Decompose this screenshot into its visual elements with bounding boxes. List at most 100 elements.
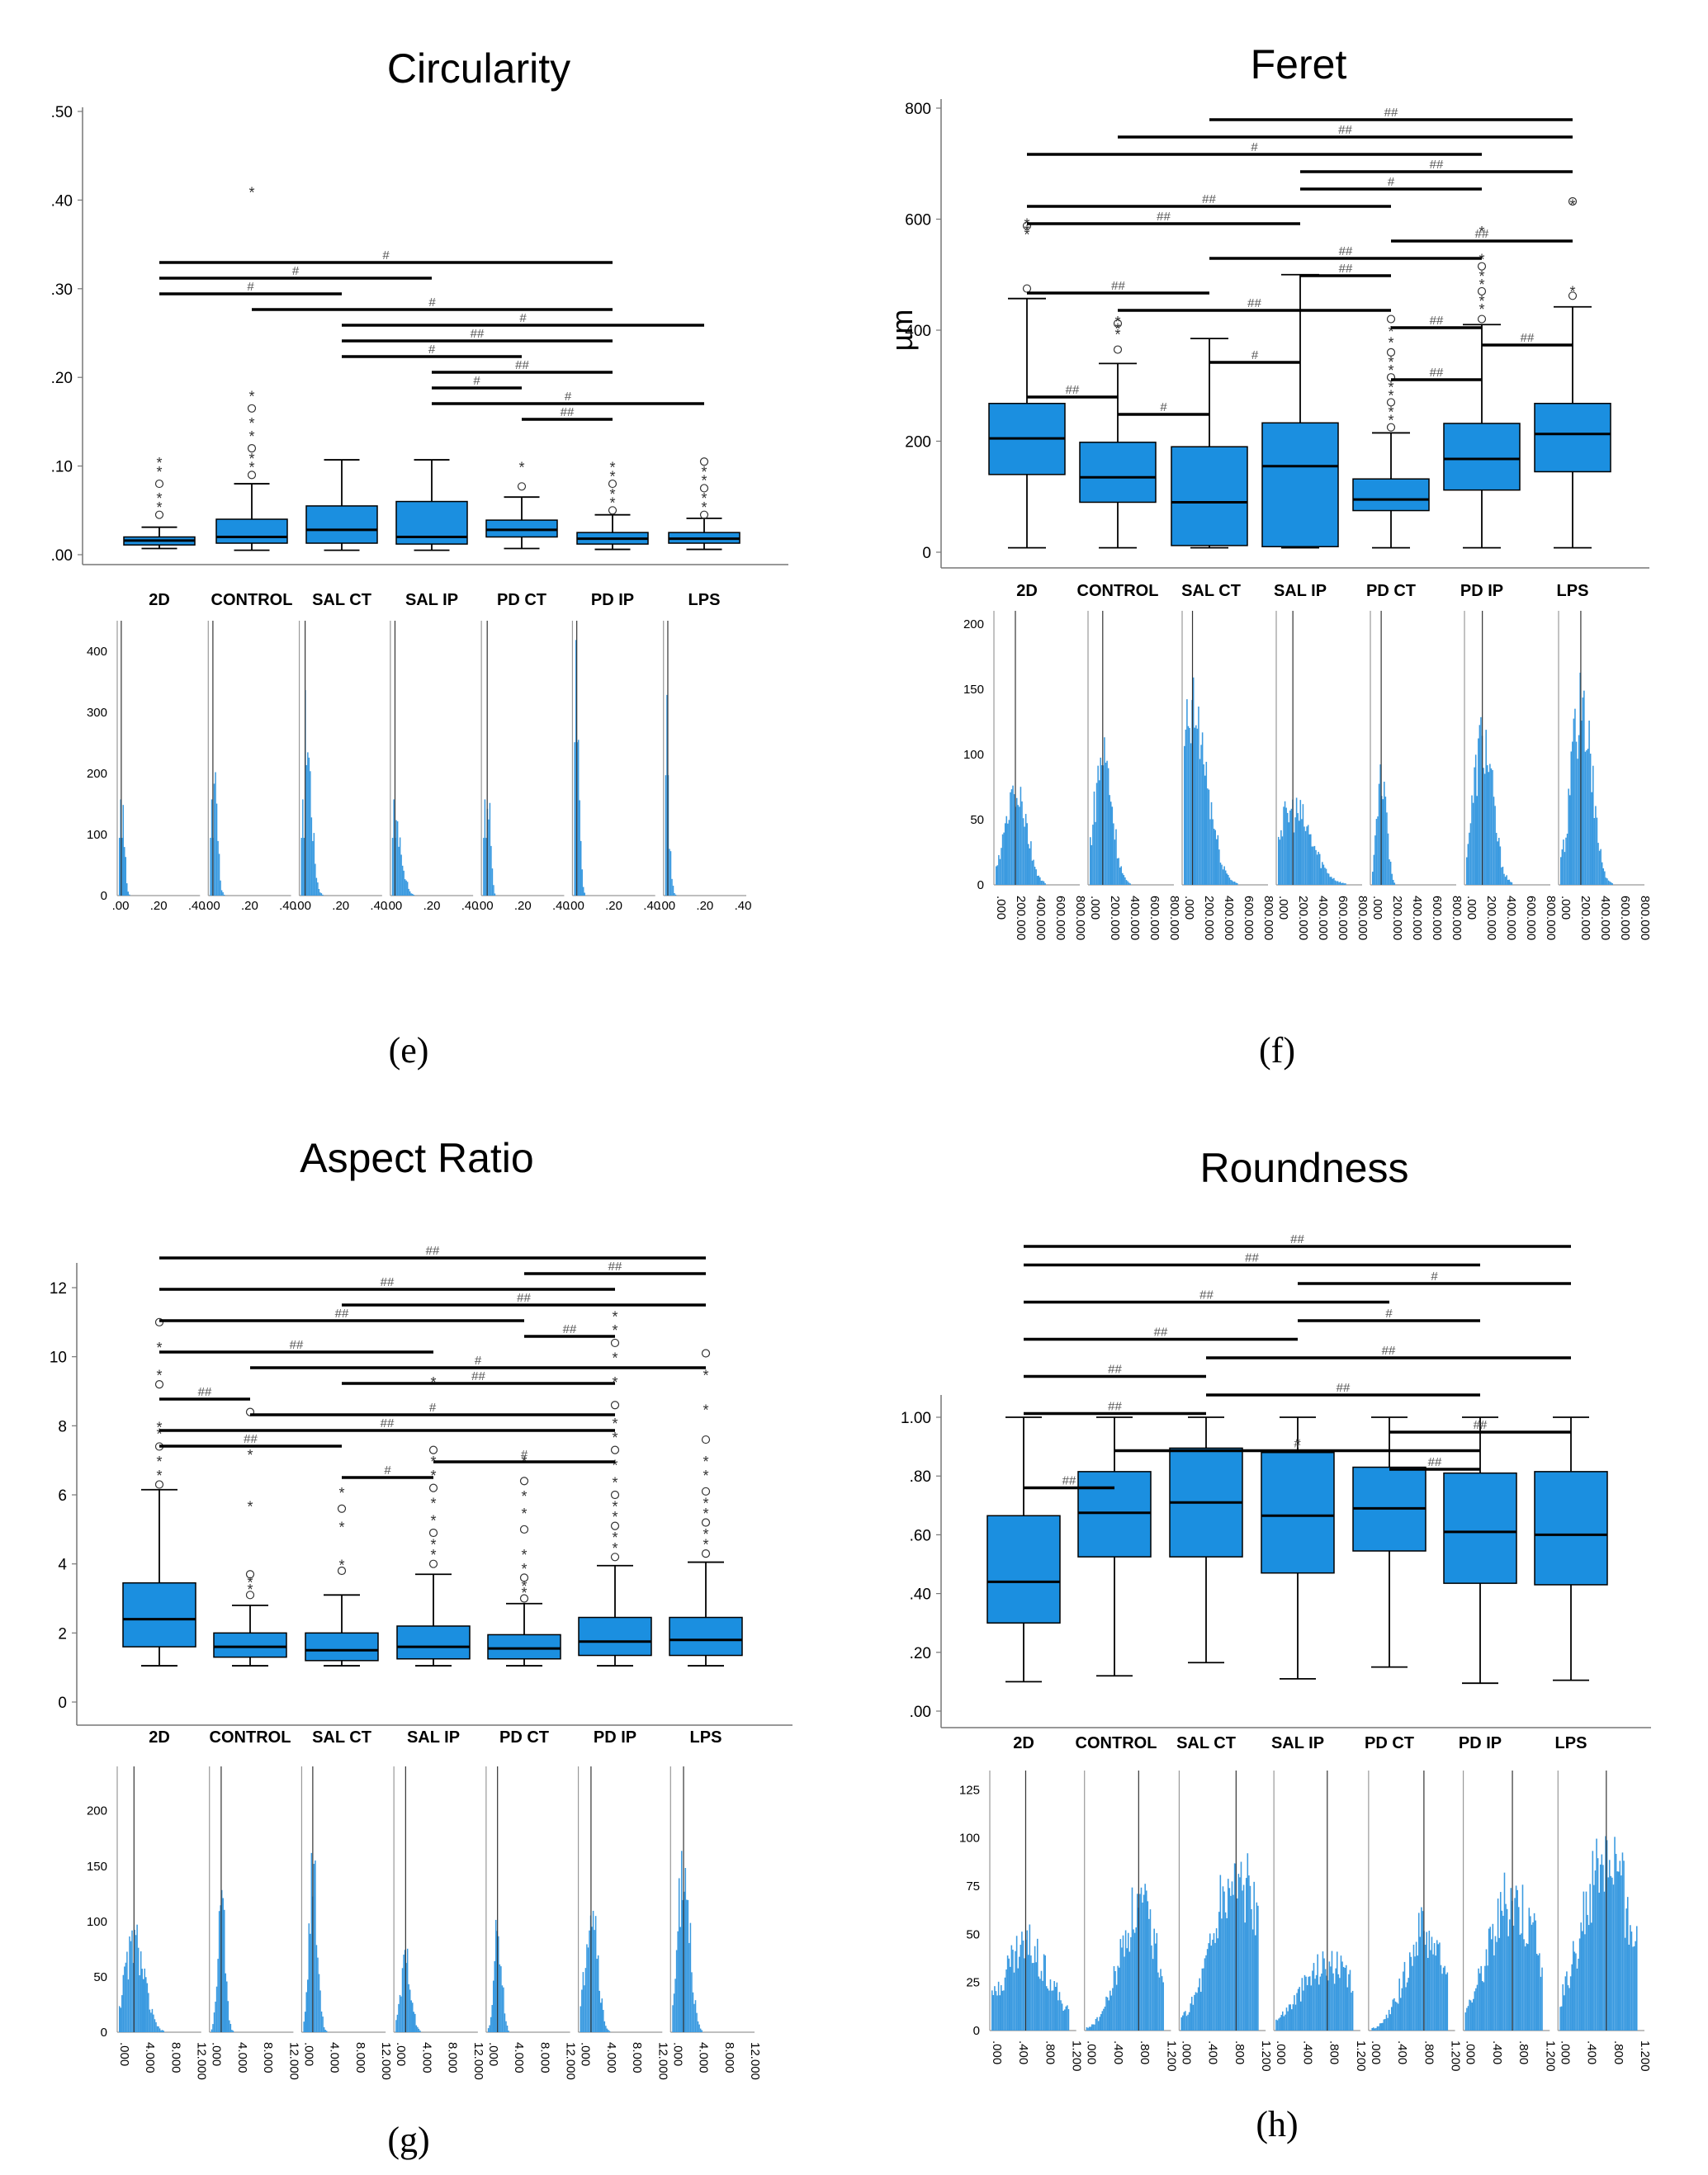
hist-x-tick-label: .000 [1464, 896, 1479, 920]
outlier-star: * [521, 1547, 527, 1563]
hist-bar [1417, 1913, 1420, 2031]
hist-bar [1387, 833, 1389, 885]
box-sal-ip [1261, 273, 1339, 549]
hist-bar [1601, 1854, 1603, 2031]
hist-x-tick-label: .00 [112, 899, 130, 913]
outlier-star: * [703, 1468, 708, 1484]
hist-bar [1495, 832, 1497, 885]
hist-bar [1118, 858, 1119, 885]
hist-bar [1588, 720, 1590, 885]
hist-bar [1231, 1881, 1233, 2031]
box-2d [986, 1416, 1061, 1683]
hist-bar [1586, 749, 1587, 885]
hist-y-tick-label: 100 [87, 828, 107, 842]
hist-bar [1311, 846, 1313, 885]
hist-bar [1098, 780, 1100, 885]
hist-bar [1580, 721, 1583, 885]
hist-bar [1351, 1993, 1352, 2031]
hist-bar [1504, 877, 1507, 885]
hist-bar [1279, 839, 1281, 885]
box-control [213, 1604, 287, 1667]
hist-bar [1187, 2014, 1189, 2031]
hist-bar [508, 2031, 509, 2032]
outlier-star: * [521, 1488, 527, 1505]
hist-bar [1397, 2003, 1399, 2031]
hist-bar [1024, 1958, 1025, 2031]
box-iqr [1443, 423, 1521, 491]
hist-bar [1464, 2012, 1467, 2031]
significance-label: ## [515, 358, 529, 372]
hist-bar [1130, 1936, 1132, 2031]
hist-bar [1635, 1926, 1638, 2031]
hist-bar [999, 858, 1001, 885]
hist-bar [1415, 1941, 1417, 2031]
box-2d [988, 297, 1066, 549]
hist-bar [1617, 1871, 1620, 2031]
hist-bar [1561, 849, 1564, 885]
hist-x-tick-label: 4.000 [419, 2042, 433, 2073]
y-tick-label: 0 [58, 1695, 67, 1712]
hist-bar [684, 1868, 687, 2032]
hist-bar [579, 800, 580, 896]
hist-bar [319, 892, 321, 896]
hist-bar [1230, 1895, 1232, 2031]
hist-bar [1345, 883, 1346, 885]
hist-bar [399, 1994, 401, 2032]
significance-label: ## [1475, 227, 1489, 241]
hist-bar [1017, 805, 1020, 885]
hist-bar [1228, 874, 1229, 885]
hist-bar [1576, 1968, 1578, 2031]
hist-x-tick-label: 200.000 [1014, 896, 1028, 940]
hist-bar [1123, 875, 1125, 885]
hist-bar [1596, 817, 1598, 885]
outlier-star: * [1114, 314, 1120, 330]
hist-bar [1325, 868, 1327, 885]
hist-bar [1215, 1928, 1218, 2031]
hist-bar [1018, 1956, 1020, 2031]
histogram-pd-ct: .000 .400 .800 1.200 [1368, 1771, 1463, 2072]
hist-bar [1373, 854, 1375, 885]
hist-y-tick-label: 200 [87, 767, 107, 781]
hist-bar [1157, 1972, 1159, 2031]
outlier-circle [701, 1349, 711, 1358]
hist-bar [1587, 1925, 1590, 2031]
hist-bar [1426, 1931, 1427, 2031]
hist-bar [144, 1968, 146, 2032]
hist-y-tick-label: 25 [966, 1976, 980, 1990]
hist-y-tick-label: 200 [963, 617, 984, 631]
hist-y-tick-label: 150 [963, 683, 984, 697]
hist-x-tick-label: .400 [1300, 2040, 1314, 2064]
box-sal-ip [1261, 1416, 1335, 1680]
hist-bar [1467, 844, 1469, 885]
histogram-sal-ct: .000 200.000 400.000 600.000 800.000 [1181, 611, 1275, 940]
panel-label: (e) [389, 1030, 429, 1071]
hist-bar [1607, 880, 1610, 885]
hist-bar [1001, 1990, 1004, 2031]
hist-bar [1280, 2015, 1282, 2031]
hist-bar [1484, 1965, 1486, 2031]
histogram-sal-ip: .00 .20 .40 [385, 621, 479, 913]
hist-bar [608, 2031, 611, 2032]
significance-label: # [519, 311, 527, 325]
hist-bar [1009, 1966, 1011, 2031]
hist-bar [1384, 2018, 1386, 2031]
hist-bar [1569, 1976, 1572, 2031]
hist-bar [1488, 772, 1490, 885]
hist-bar [395, 820, 397, 896]
outlier-circle [699, 484, 709, 493]
hist-bar [1297, 813, 1299, 885]
hist-bar [1375, 2027, 1377, 2031]
hist-bar [686, 1899, 688, 2032]
hist-bar [1278, 836, 1280, 885]
hist-bar [491, 868, 494, 896]
hist-bar [319, 1990, 321, 2032]
outlier-star: * [701, 464, 707, 480]
outlier-circle [1022, 221, 1032, 230]
hist-bar [1135, 1927, 1137, 2031]
outlier-circle [247, 470, 257, 480]
hist-bar [1003, 1990, 1005, 2031]
y-tick-label: .10 [51, 459, 73, 476]
hist-bar [1091, 844, 1093, 885]
hist-bar [1275, 2019, 1277, 2031]
